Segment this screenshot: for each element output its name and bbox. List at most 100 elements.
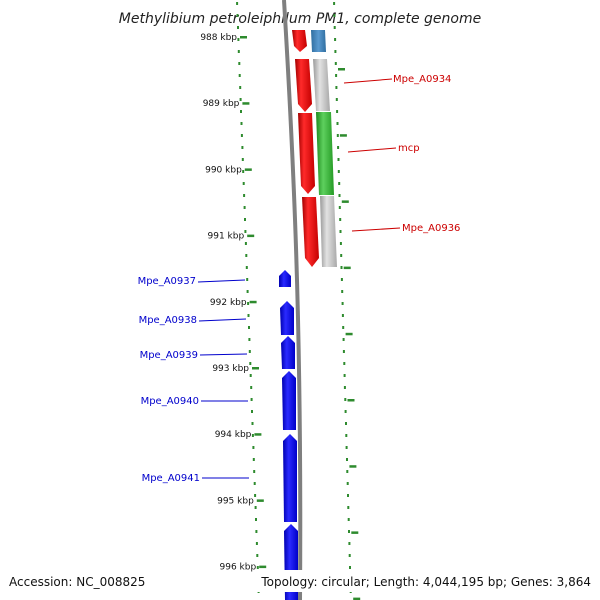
guide-dot <box>248 338 251 341</box>
gene-arrow-reverse <box>282 371 296 430</box>
guide-dot <box>343 386 346 389</box>
guide-dot <box>337 146 340 149</box>
guide-dot <box>348 542 351 545</box>
tick-label: 990 kbp <box>205 165 242 175</box>
label-leader <box>198 318 247 322</box>
guide-dot <box>335 86 338 89</box>
guide-dot <box>344 398 347 401</box>
guide-dot <box>347 506 350 509</box>
guide-dot <box>249 374 252 377</box>
guide-dot <box>256 554 259 557</box>
guide-dot <box>241 146 244 149</box>
guide-dot <box>336 134 339 137</box>
guide-dot <box>339 230 342 233</box>
guide-dot <box>336 110 339 113</box>
guide-dot <box>343 374 346 377</box>
guide-dot <box>251 422 254 425</box>
guide-dot <box>345 422 347 425</box>
guide-dot <box>333 26 336 29</box>
tick-mark <box>252 367 259 370</box>
gene-features <box>279 30 337 600</box>
tick-mark <box>349 465 357 468</box>
label-leader <box>197 279 246 283</box>
guide-dot <box>242 182 245 185</box>
guide-dot <box>346 470 349 473</box>
guide-dot <box>237 38 240 41</box>
tick-mark <box>345 332 353 336</box>
accession-text: Accession: NC_008825 <box>9 575 145 589</box>
tick-mark <box>259 565 267 569</box>
tick-label: 995 kbp <box>217 496 254 506</box>
guide-dot <box>337 158 340 161</box>
guide-dot <box>347 494 349 497</box>
guide-dot <box>343 362 346 365</box>
guide-dot <box>239 98 242 101</box>
guide-dot <box>345 434 348 437</box>
tick-label: 994 kbp <box>215 430 252 440</box>
guide-dot <box>255 530 258 533</box>
guide-dot <box>247 314 250 317</box>
guide-dot <box>252 458 255 461</box>
guide-dot <box>246 290 249 293</box>
guide-dot <box>253 470 256 473</box>
tick-mark <box>254 433 262 436</box>
gene-arrow-steel <box>311 30 326 52</box>
guide-dot <box>244 242 247 245</box>
guide-dot <box>338 194 341 197</box>
dotted-guides <box>236 2 352 593</box>
label-leader <box>351 227 401 232</box>
guide-dot <box>250 398 253 401</box>
tick-mark <box>343 266 351 270</box>
guide-dot <box>339 218 342 221</box>
gene-arrow-forward <box>292 30 307 52</box>
tick-mark <box>242 102 250 105</box>
gene-arrow-grey <box>320 196 337 267</box>
guide-dot <box>346 458 348 461</box>
guide-dot <box>245 254 248 257</box>
guide-dot <box>345 446 348 449</box>
reverse-gene-labels: Mpe_A0937 Mpe_A0938 Mpe_A0939 Mpe_A0940 … <box>138 276 249 484</box>
guide-dot <box>238 74 241 77</box>
guide-dot <box>237 50 240 53</box>
guide-dot <box>236 14 239 17</box>
guide-dot <box>340 278 343 281</box>
guide-dot <box>340 266 343 269</box>
guide-dot <box>255 542 258 545</box>
gene-label-mpe-a0939: Mpe_A0939 <box>140 350 198 361</box>
guide-dot <box>341 314 344 317</box>
guide-dot <box>244 230 247 233</box>
guide-dot <box>349 566 351 569</box>
guide-dot <box>255 518 257 521</box>
tick-mark <box>338 68 345 71</box>
guide-dot <box>335 74 338 77</box>
guide-dot <box>340 254 343 257</box>
guide-dot <box>336 122 339 125</box>
gene-label-mpe-a0940: Mpe_A0940 <box>141 396 199 407</box>
guide-dot <box>236 2 239 5</box>
gene-label-mpe-a0941: Mpe_A0941 <box>142 473 200 484</box>
label-leader <box>343 78 393 84</box>
gene-arrow-reverse <box>283 434 297 522</box>
guide-dot <box>333 14 336 17</box>
guide-dot <box>237 26 239 29</box>
tick-mark <box>240 36 247 39</box>
tick-mark <box>249 300 257 304</box>
guide-dot <box>251 434 254 437</box>
guide-dot <box>240 122 243 125</box>
label-leader <box>347 147 397 153</box>
guide-dot <box>248 326 250 329</box>
guide-dot <box>256 566 259 569</box>
label-leader <box>199 353 248 356</box>
guide-dot <box>334 38 337 41</box>
map-title: Methylibium petroleiphilum PM1, complete… <box>119 11 481 27</box>
tick-mark <box>247 234 255 238</box>
tick-mark <box>341 200 349 203</box>
gene-arrow-forward <box>302 197 319 267</box>
guide-dot <box>254 506 257 509</box>
guide-dot <box>344 410 347 413</box>
position-ticks: 988 kbp 989 kbp 990 kbp 991 kbp 992 kbp 993 k… <box>200 33 361 600</box>
tick-label: 996 kbp <box>220 563 257 573</box>
gene-arrow-reverse <box>281 336 295 369</box>
gene-arrow-reverse <box>279 270 291 287</box>
tick-label: 992 kbp <box>210 298 247 308</box>
